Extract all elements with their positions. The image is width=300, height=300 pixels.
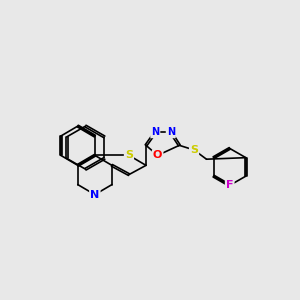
Text: N: N <box>151 127 159 137</box>
Text: O: O <box>153 150 162 160</box>
Text: N: N <box>90 190 100 200</box>
Text: S: S <box>125 150 133 160</box>
Text: S: S <box>190 145 198 155</box>
Text: N: N <box>167 127 175 137</box>
Text: F: F <box>226 180 233 190</box>
